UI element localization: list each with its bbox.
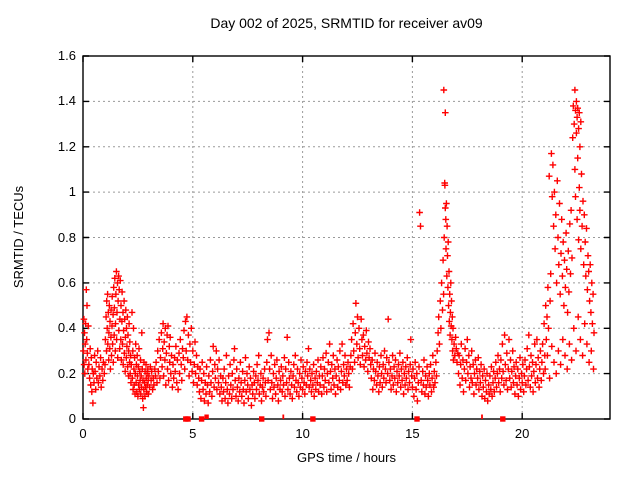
x-tick-label: 15: [405, 426, 420, 441]
y-tick-label: 1.6: [57, 48, 76, 63]
scatter-series-srmtid: [80, 86, 598, 411]
y-tick-label: 1.4: [57, 93, 76, 109]
x-tick-label: 5: [189, 426, 197, 441]
x-tick-label: 0: [79, 426, 87, 441]
y-tick-label: 0.8: [57, 229, 76, 245]
y-tick-label: 1.2: [57, 138, 76, 154]
y-tick-label: 0.6: [57, 274, 76, 290]
zero-square-marker: [185, 416, 191, 422]
zero-square-marker: [310, 416, 316, 422]
zero-square-marker: [259, 416, 265, 422]
y-tick-label: 0.2: [57, 365, 76, 381]
x-axis-label: GPS time / hours: [297, 450, 396, 465]
y-tick-label: 1: [68, 184, 76, 200]
x-tick-label: 10: [295, 426, 310, 441]
zero-tick-marker: [204, 414, 483, 419]
y-tick-label: 0.4: [57, 320, 76, 336]
chart-title: Day 002 of 2025, SRMTID for receiver av0…: [210, 15, 483, 31]
zero-square-marker: [500, 416, 506, 422]
x-tick-label: 20: [514, 426, 530, 441]
zero-square-marker: [198, 416, 205, 422]
zero-square-marker: [414, 416, 420, 422]
y-tick-label: 0: [68, 411, 76, 426]
